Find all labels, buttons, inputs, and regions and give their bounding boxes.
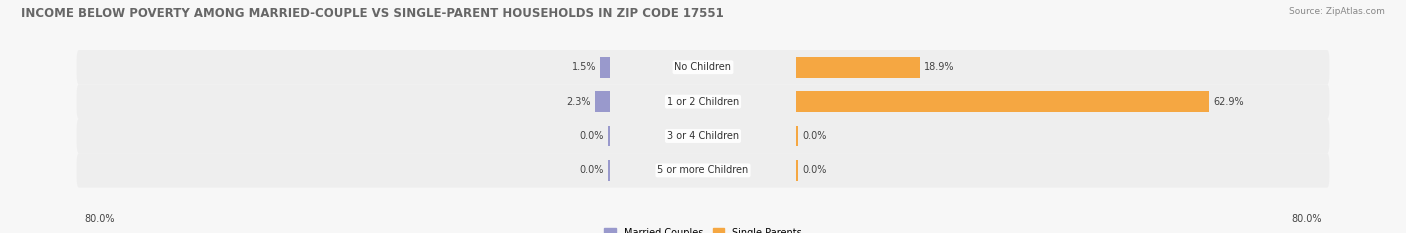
Bar bbox=[796, 57, 920, 78]
Text: 0.0%: 0.0% bbox=[579, 165, 605, 175]
Text: 0.0%: 0.0% bbox=[579, 131, 605, 141]
FancyBboxPatch shape bbox=[76, 50, 1330, 84]
Text: 5 or more Children: 5 or more Children bbox=[658, 165, 748, 175]
FancyBboxPatch shape bbox=[76, 84, 1330, 119]
Text: 2.3%: 2.3% bbox=[567, 97, 591, 107]
Text: 18.9%: 18.9% bbox=[924, 62, 955, 72]
Bar bbox=[600, 57, 610, 78]
Text: INCOME BELOW POVERTY AMONG MARRIED-COUPLE VS SINGLE-PARENT HOUSEHOLDS IN ZIP COD: INCOME BELOW POVERTY AMONG MARRIED-COUPL… bbox=[21, 7, 724, 20]
Text: 62.9%: 62.9% bbox=[1213, 97, 1244, 107]
Bar bbox=[796, 160, 799, 181]
Text: 80.0%: 80.0% bbox=[84, 214, 115, 224]
FancyBboxPatch shape bbox=[76, 119, 1330, 153]
Text: No Children: No Children bbox=[675, 62, 731, 72]
Bar bbox=[796, 126, 799, 146]
Text: 1 or 2 Children: 1 or 2 Children bbox=[666, 97, 740, 107]
FancyBboxPatch shape bbox=[76, 153, 1330, 188]
Text: 0.0%: 0.0% bbox=[801, 131, 827, 141]
Bar bbox=[607, 160, 610, 181]
Text: 1.5%: 1.5% bbox=[572, 62, 596, 72]
Text: 3 or 4 Children: 3 or 4 Children bbox=[666, 131, 740, 141]
Bar bbox=[595, 91, 610, 112]
Text: Source: ZipAtlas.com: Source: ZipAtlas.com bbox=[1289, 7, 1385, 16]
Bar bbox=[607, 126, 610, 146]
Bar bbox=[796, 91, 1209, 112]
Text: 0.0%: 0.0% bbox=[801, 165, 827, 175]
Text: 80.0%: 80.0% bbox=[1291, 214, 1322, 224]
Legend: Married Couples, Single Parents: Married Couples, Single Parents bbox=[605, 228, 801, 233]
